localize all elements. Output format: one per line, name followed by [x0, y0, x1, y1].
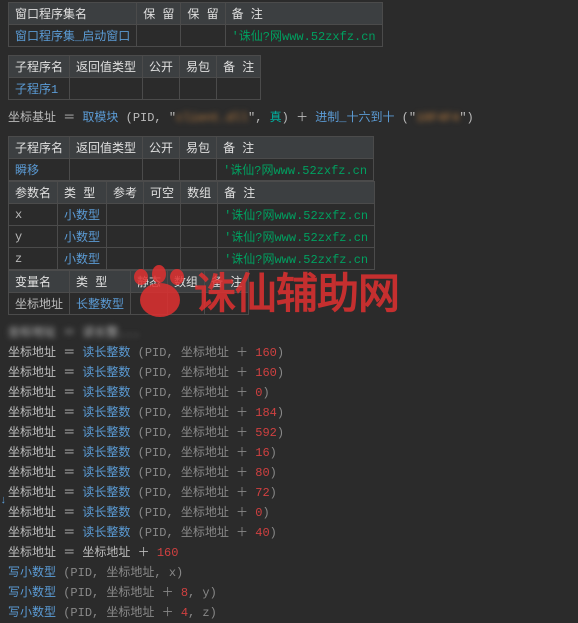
code-line-read[interactable]: 坐标地址 ＝ 读长整数 (PID, 坐标地址 ＋ 0) — [8, 503, 570, 523]
fn-hex2dec: 进制_十六到十 — [315, 111, 394, 125]
param-row[interactable]: y 小数型 '诛仙?网www.52zxfz.cn — [9, 226, 375, 248]
code-line-blurred: 坐标地址 ＝ 读长整... — [8, 323, 570, 343]
subroutine-table-2: 子程序名 返回值类型 公开 易包 备 注 瞬移 '诛仙?网www.52zxfz.… — [8, 136, 374, 181]
subroutine-table-1: 子程序名 返回值类型 公开 易包 备 注 子程序1 — [8, 55, 261, 100]
gutter-arrow-icon: ↓ — [0, 495, 7, 507]
code-line-read[interactable]: 坐标地址 ＝ 读长整数 (PID, 坐标地址 ＋ 16) — [8, 443, 570, 463]
subroutine-name: 子程序1 — [9, 78, 70, 100]
code-line-write[interactable]: 写小数型 (PID, 坐标地址 ＋ 4, z) — [8, 603, 570, 623]
code-line-read[interactable]: 坐标地址 ＝ 读长整数 (PID, 坐标地址 ＋ 592) — [8, 423, 570, 443]
code-line-base-addr[interactable]: 坐标基址 ＝ 取模块 (PID, "client.dll", 真) ＋ 进制_十… — [8, 108, 570, 128]
assembly-name-cell: 窗口程序集_启动窗口 — [9, 25, 137, 47]
col-assembly-name: 窗口程序集名 — [9, 3, 137, 25]
code-line-read[interactable]: 坐标地址 ＝ 读长整数 (PID, 坐标地址 ＋ 160) — [8, 343, 570, 363]
window-assembly-table: 窗口程序集名 保 留 保 留 备 注 窗口程序集_启动窗口 '诛仙?网www.5… — [8, 2, 383, 47]
note-cell: '诛仙?网www.52zxfz.cn — [225, 25, 382, 47]
table-row[interactable]: 瞬移 '诛仙?网www.52zxfz.cn — [9, 159, 374, 181]
var-row[interactable]: 坐标地址 长整数型 — [9, 293, 249, 315]
code-line-write[interactable]: 写小数型 (PID, 坐标地址 ＋ 8, y) — [8, 583, 570, 603]
code-line-read[interactable]: 坐标地址 ＝ 读长整数 (PID, 坐标地址 ＋ 184) — [8, 403, 570, 423]
param-row[interactable]: z 小数型 '诛仙?网www.52zxfz.cn — [9, 248, 375, 270]
table-row[interactable]: 子程序1 — [9, 78, 261, 100]
code-line-addr-inc[interactable]: 坐标地址 ＝ 坐标地址 ＋ 160 — [8, 543, 570, 563]
table-row[interactable]: 窗口程序集_启动窗口 '诛仙?网www.52zxfz.cn — [9, 25, 383, 47]
param-row[interactable]: x 小数型 '诛仙?网www.52zxfz.cn — [9, 204, 375, 226]
vars-table: 变量名 类 型 静态 数组 备 注 坐标地址 长整数型 — [8, 270, 249, 315]
code-line-read[interactable]: 坐标地址 ＝ 读长整数 (PID, 坐标地址 ＋ 80) — [8, 463, 570, 483]
code-line-read[interactable]: 坐标地址 ＝ 读长整数 (PID, 坐标地址 ＋ 0) — [8, 383, 570, 403]
col-reserved2: 保 留 — [181, 3, 225, 25]
col-reserved1: 保 留 — [137, 3, 181, 25]
col-note: 备 注 — [225, 3, 382, 25]
code-line-read[interactable]: 坐标地址 ＝ 读长整数 (PID, 坐标地址 ＋ 160) — [8, 363, 570, 383]
note-cell: '诛仙?网www.52zxfz.cn — [217, 159, 374, 181]
code-line-read[interactable]: 坐标地址 ＝ 读长整数 (PID, 坐标地址 ＋ 72) — [8, 483, 570, 503]
code-line-read[interactable]: 坐标地址 ＝ 读长整数 (PID, 坐标地址 ＋ 40) — [8, 523, 570, 543]
sub-name: 瞬移 — [9, 159, 70, 181]
fn-getmodule: 取模块 — [82, 111, 118, 125]
params-table: 参数名 类 型 参考 可空 数组 备 注 x 小数型 '诛仙?网www.52zx… — [8, 181, 375, 270]
code-line-write[interactable]: 写小数型 (PID, 坐标地址, x) — [8, 563, 570, 583]
